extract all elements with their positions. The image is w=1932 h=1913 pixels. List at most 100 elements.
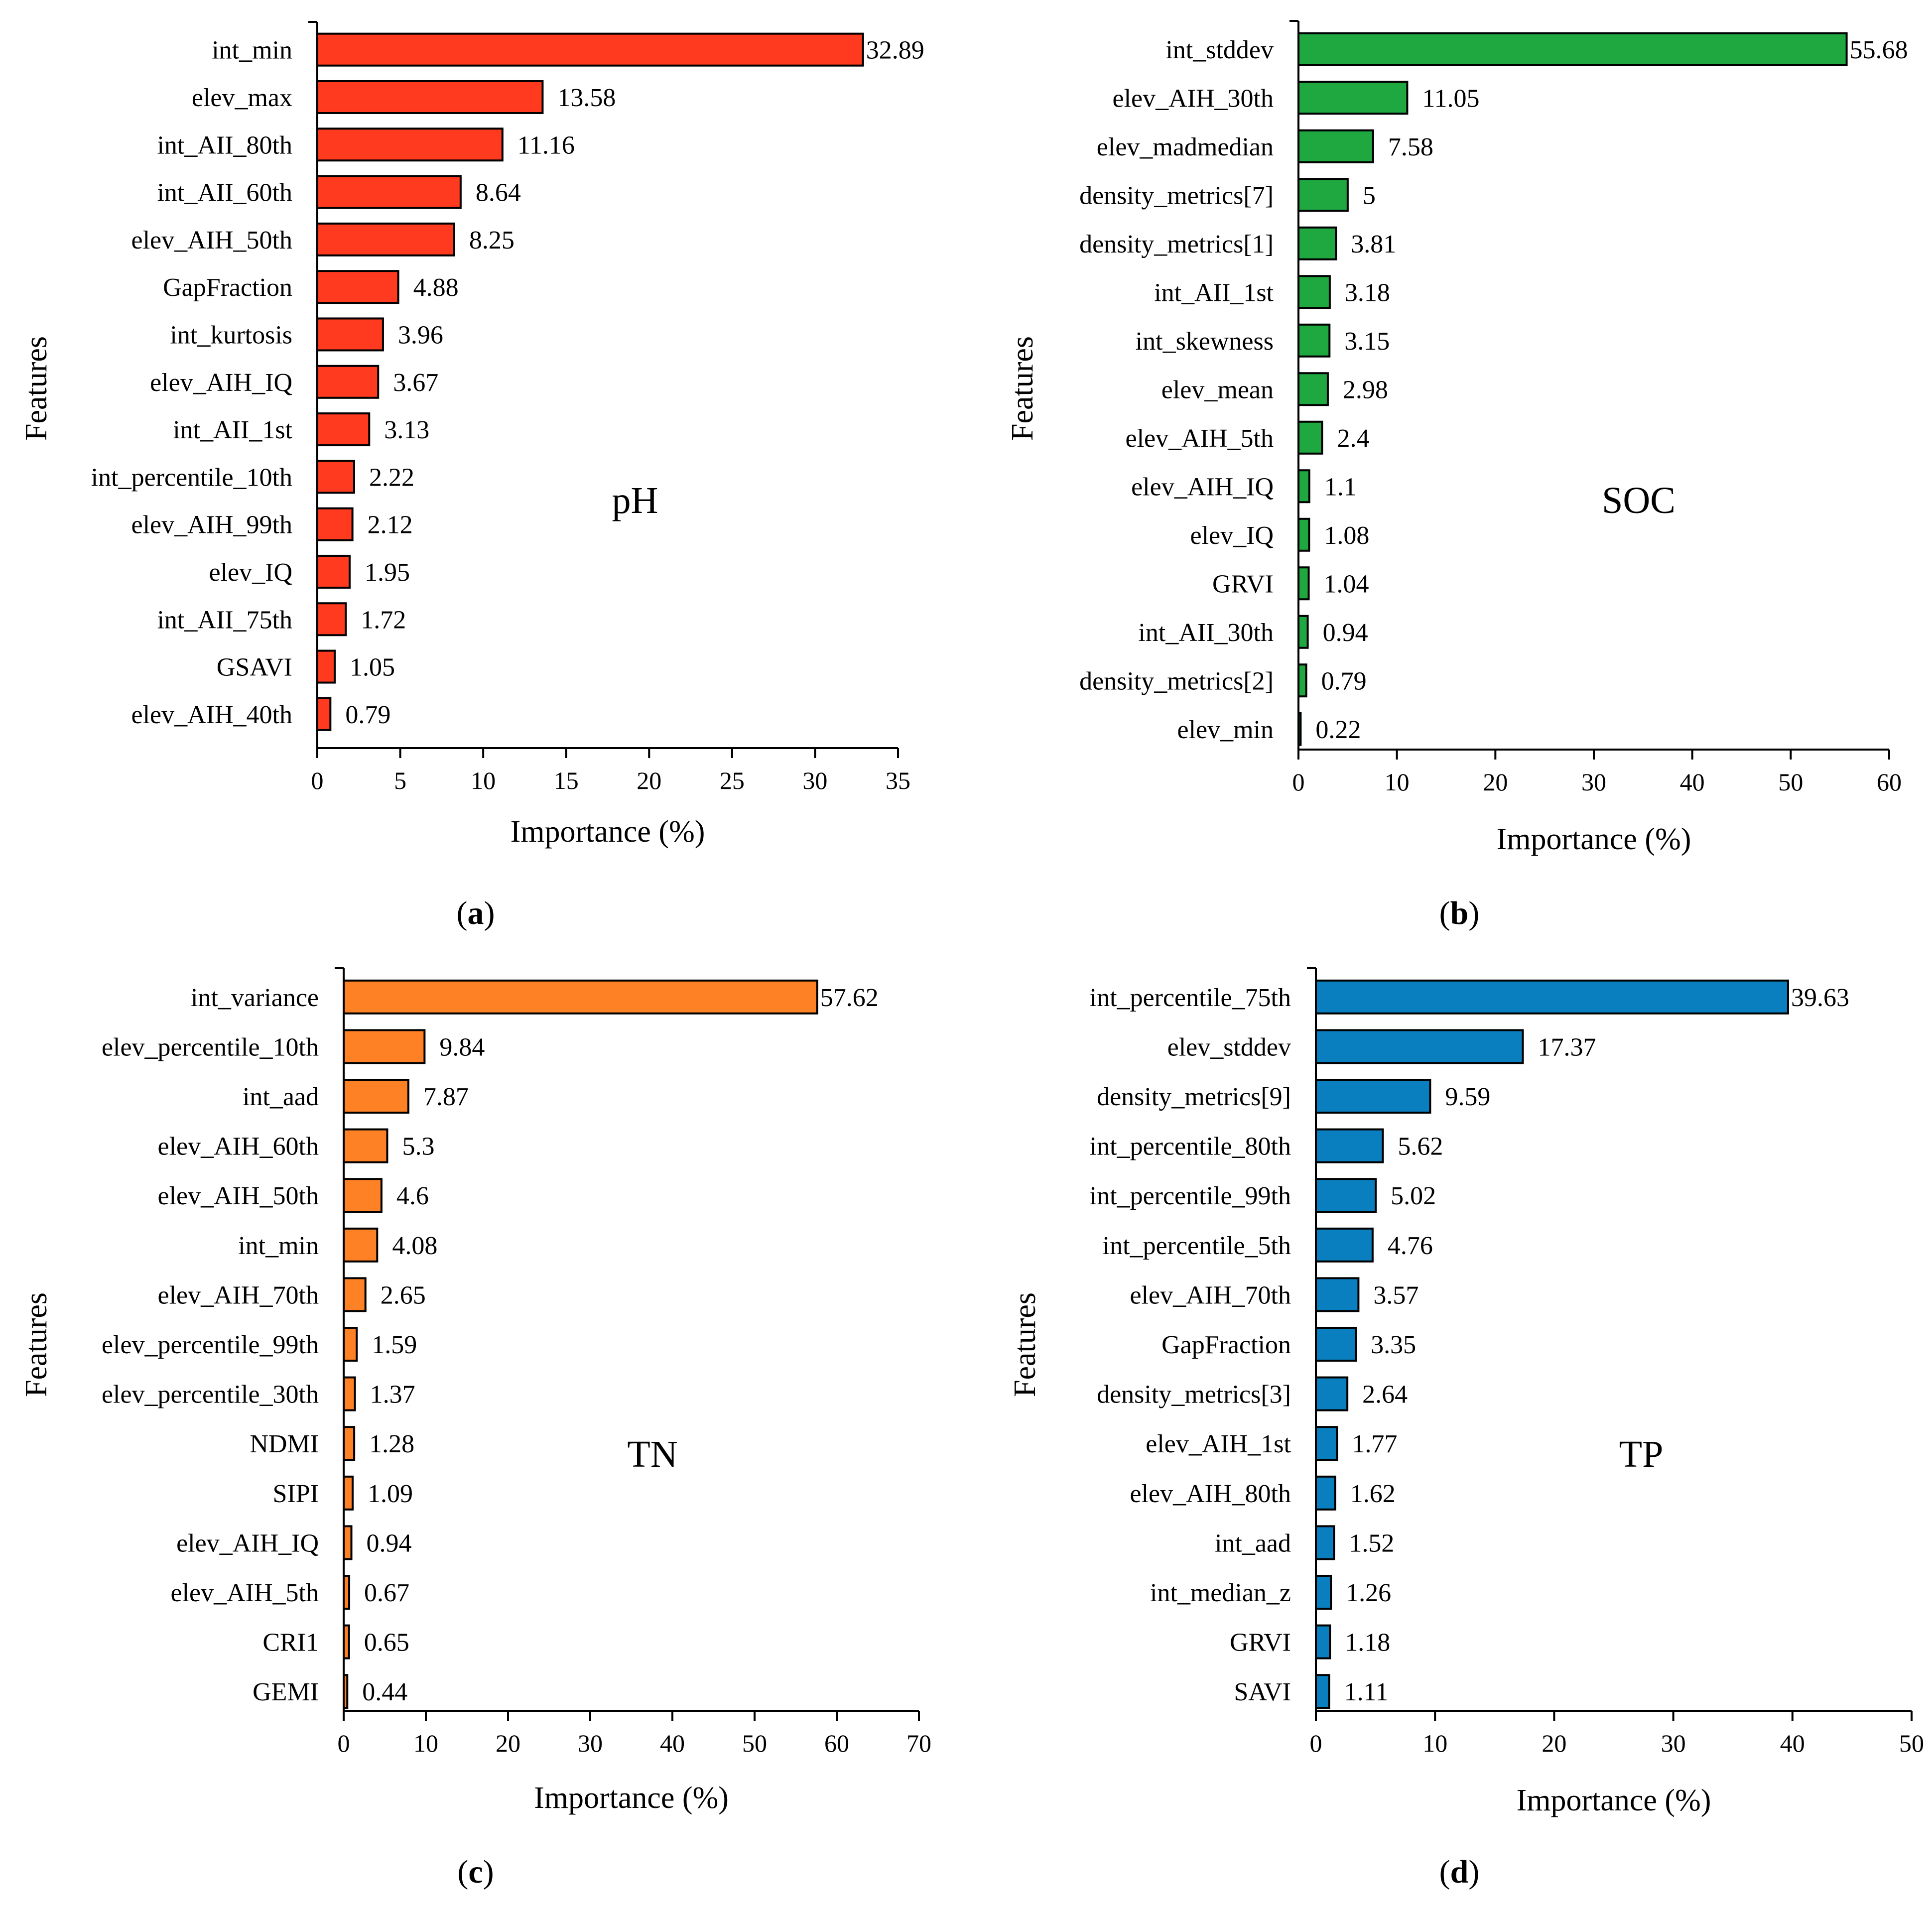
category-label: elev_AIH_5th	[1126, 424, 1274, 453]
x-tick-label: 20	[1483, 768, 1508, 796]
value-label: 8.64	[476, 179, 521, 207]
category-label: elev_percentile_99th	[102, 1331, 319, 1359]
x-tick-label: 30	[802, 766, 827, 794]
category-label: GRVI	[1212, 570, 1274, 598]
value-label: 7.87	[423, 1083, 469, 1111]
category-label: elev_AIH_50th	[131, 226, 292, 255]
category-label: elev_IQ	[1190, 521, 1274, 550]
caption-letter: b	[1450, 895, 1469, 931]
bar	[1297, 32, 1848, 66]
value-label: 5.02	[1391, 1182, 1436, 1210]
bar	[343, 1277, 367, 1312]
category-label: int_AII_75th	[157, 606, 292, 634]
bar	[1315, 1277, 1360, 1312]
category-label: int_stddev	[1165, 36, 1274, 64]
category-label: elev_percentile_10th	[102, 1033, 319, 1061]
category-label: int_percentile_80th	[1090, 1133, 1291, 1161]
value-label: 5.62	[1398, 1133, 1443, 1161]
value-label: 0.65	[364, 1629, 409, 1657]
bar	[1297, 372, 1329, 406]
value-label: 57.62	[820, 984, 879, 1012]
bar	[1315, 1475, 1336, 1511]
x-axis-title: Importance (%)	[534, 1781, 729, 1815]
value-label: 8.25	[469, 226, 515, 255]
category-label: GapFraction	[163, 273, 292, 302]
value-label: 0.79	[1321, 667, 1367, 695]
bar	[1315, 1376, 1349, 1411]
panel-d-tp: int_percentile_75th 39.63 elev_stddev 17.37…	[1008, 967, 1924, 1890]
value-label: 1.18	[1345, 1629, 1390, 1657]
x-tick-label: 35	[886, 766, 910, 794]
category-label: elev_AIH_30th	[1113, 84, 1274, 113]
bar	[1315, 1624, 1331, 1659]
bar	[1315, 1029, 1524, 1064]
bar	[316, 412, 371, 447]
category-label: elev_AIH_1st	[1146, 1430, 1291, 1458]
value-label: 3.81	[1351, 230, 1396, 258]
bar	[1297, 226, 1337, 260]
value-label: 13.58	[557, 84, 616, 112]
category-label: elev_AIH_60th	[158, 1133, 319, 1161]
category-label: int_percentile_10th	[91, 463, 292, 492]
bar	[1315, 1079, 1431, 1114]
bar	[1315, 1178, 1377, 1213]
category-label: density_metrics[7]	[1079, 181, 1274, 210]
caption-letter: a	[468, 895, 484, 931]
category-label: GapFraction	[1161, 1331, 1291, 1359]
bar	[343, 1178, 383, 1213]
panel-title: pH	[612, 480, 658, 521]
value-label: 0.94	[367, 1529, 412, 1557]
value-label: 1.52	[1349, 1529, 1394, 1557]
value-label: 39.63	[1791, 984, 1849, 1012]
x-tick-label: 10	[1422, 1729, 1447, 1757]
x-tick-label: 50	[1899, 1729, 1924, 1757]
bar	[343, 1227, 379, 1263]
panel-caption: (d)	[1439, 1854, 1480, 1890]
category-label: elev_AIH_40th	[131, 701, 292, 729]
value-label: 1.04	[1324, 570, 1369, 598]
value-label: 2.12	[368, 511, 413, 539]
category-label: elev_max	[192, 84, 292, 112]
bar	[1315, 1227, 1374, 1263]
bar	[1315, 1426, 1338, 1461]
x-tick-label: 30	[578, 1729, 603, 1757]
category-label: elev_percentile_30th	[102, 1381, 319, 1409]
bar	[1315, 1128, 1384, 1163]
bar	[1297, 566, 1310, 601]
category-label: int_percentile_5th	[1103, 1232, 1291, 1260]
panel-b-soc: int_stddev 55.68 elev_AIH_30th 11.05 elev_ma…	[1006, 20, 1908, 931]
x-tick-label: 0	[338, 1729, 350, 1757]
category-label: elev_min	[1177, 716, 1274, 744]
category-label: int_aad	[1215, 1529, 1291, 1557]
bar	[1297, 517, 1310, 552]
bar	[316, 80, 544, 114]
category-label: elev_AIH_70th	[1130, 1281, 1291, 1309]
category-label: elev_mean	[1161, 376, 1274, 404]
value-label: 2.4	[1337, 424, 1369, 453]
value-label: 0.44	[362, 1678, 407, 1706]
value-label: 3.67	[393, 369, 438, 397]
value-label: 3.96	[398, 321, 443, 349]
bar	[343, 1079, 409, 1114]
x-tick-label: 30	[1661, 1729, 1686, 1757]
category-label: elev_AIH_IQ	[150, 369, 292, 397]
x-tick-label: 50	[742, 1729, 767, 1757]
category-label: elev_AIH_80th	[1130, 1480, 1291, 1508]
category-label: density_metrics[1]	[1079, 230, 1274, 258]
x-axis-title: Importance (%)	[1517, 1784, 1711, 1817]
category-label: CRI1	[262, 1629, 319, 1657]
bar	[1297, 178, 1349, 212]
bar	[316, 365, 380, 399]
x-axis-title: Importance (%)	[511, 815, 705, 849]
panel-title: SOC	[1602, 480, 1675, 521]
value-label: 5.3	[402, 1133, 434, 1161]
panel-a-ph: int_min 32.89 elev_max 13.58 int_AII_80th 11.…	[19, 21, 924, 931]
value-label: 1.08	[1324, 521, 1369, 550]
bar	[316, 222, 455, 256]
category-label: NDMI	[250, 1430, 319, 1458]
category-label: int_AII_60th	[157, 179, 292, 207]
bar	[1297, 663, 1307, 698]
category-label: int_aad	[243, 1083, 319, 1111]
bar	[343, 1426, 356, 1461]
value-label: 1.26	[1346, 1579, 1391, 1607]
